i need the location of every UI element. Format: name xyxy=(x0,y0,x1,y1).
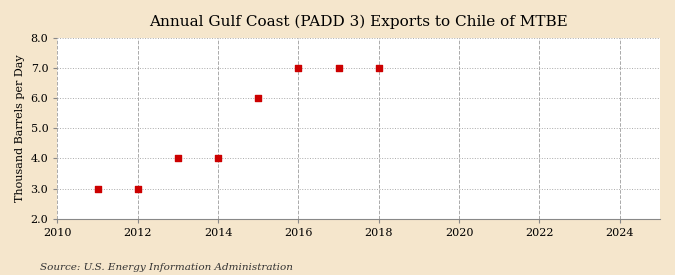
Title: Annual Gulf Coast (PADD 3) Exports to Chile of MTBE: Annual Gulf Coast (PADD 3) Exports to Ch… xyxy=(149,15,568,29)
Point xyxy=(373,65,384,70)
Point xyxy=(213,156,223,161)
Point xyxy=(173,156,184,161)
Point xyxy=(293,65,304,70)
Text: Source: U.S. Energy Information Administration: Source: U.S. Energy Information Administ… xyxy=(40,263,294,272)
Point xyxy=(333,65,344,70)
Point xyxy=(132,186,143,191)
Y-axis label: Thousand Barrels per Day: Thousand Barrels per Day xyxy=(15,54,25,202)
Point xyxy=(253,96,264,100)
Point xyxy=(92,186,103,191)
